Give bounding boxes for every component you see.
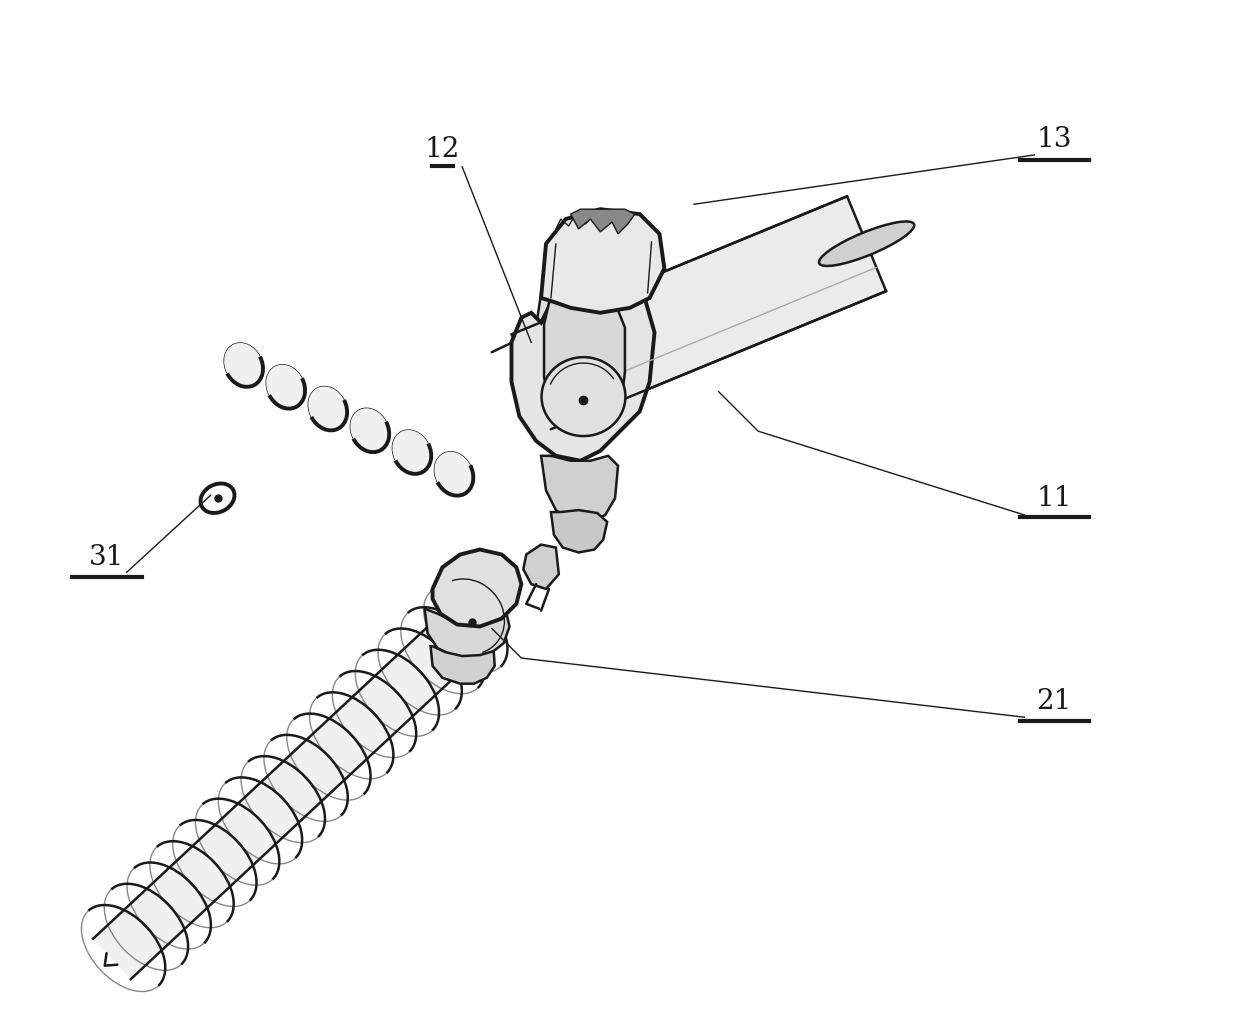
Ellipse shape <box>309 386 347 431</box>
Ellipse shape <box>267 365 305 409</box>
Text: 12: 12 <box>425 136 460 163</box>
Ellipse shape <box>224 343 263 387</box>
Ellipse shape <box>201 483 234 513</box>
Polygon shape <box>517 261 570 430</box>
Polygon shape <box>511 269 655 460</box>
Ellipse shape <box>350 408 389 452</box>
Ellipse shape <box>392 430 432 474</box>
Polygon shape <box>512 197 887 430</box>
Polygon shape <box>424 609 510 658</box>
Polygon shape <box>523 545 559 589</box>
Polygon shape <box>93 598 496 980</box>
Ellipse shape <box>542 357 625 436</box>
Polygon shape <box>551 510 608 552</box>
Polygon shape <box>541 456 618 522</box>
Text: 21: 21 <box>1037 688 1071 715</box>
Polygon shape <box>433 550 521 626</box>
Polygon shape <box>430 646 495 684</box>
Text: 13: 13 <box>1037 126 1071 152</box>
Ellipse shape <box>434 452 474 495</box>
Polygon shape <box>541 209 665 313</box>
Polygon shape <box>570 209 635 234</box>
Polygon shape <box>544 283 625 434</box>
Text: 11: 11 <box>1037 485 1071 512</box>
Text: 31: 31 <box>89 544 125 572</box>
Ellipse shape <box>818 221 914 266</box>
